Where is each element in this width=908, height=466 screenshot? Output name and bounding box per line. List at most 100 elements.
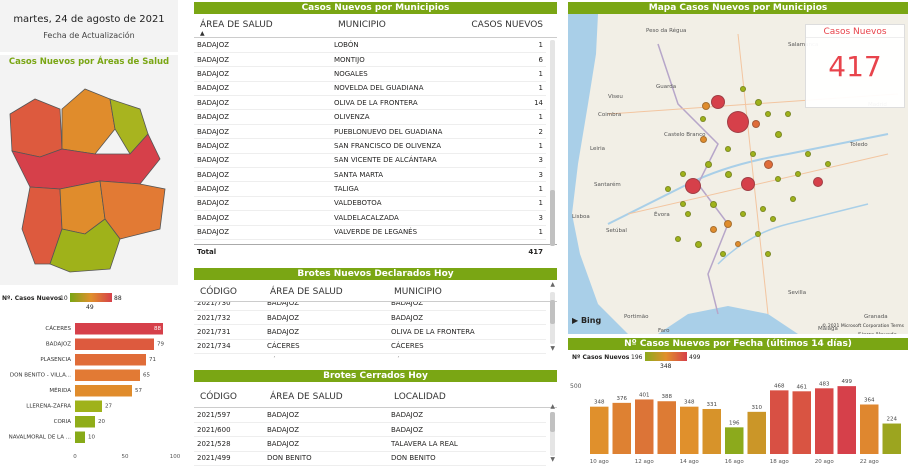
map-case-dot[interactable] <box>665 186 671 192</box>
bing-map[interactable]: Salamanca Viseu Coimbra Castelo Branco Leiri… <box>568 14 908 334</box>
table-row[interactable]: 2021/528 BADAJOZ TALAVERA LA REAL <box>194 436 546 452</box>
map-case-dot[interactable] <box>699 135 707 143</box>
map-case-dot[interactable] <box>795 171 801 177</box>
map-case-dot[interactable] <box>785 111 791 117</box>
scroll-down-icon[interactable]: ▼ <box>550 456 555 463</box>
casos-table-scrollbar[interactable] <box>550 40 555 246</box>
bar[interactable] <box>837 386 857 454</box>
map-case-dot[interactable] <box>727 111 749 133</box>
bar[interactable] <box>702 408 722 454</box>
map-case-dot[interactable] <box>680 171 686 177</box>
map-case-dot[interactable] <box>711 95 725 109</box>
map-copyright[interactable]: © 2021 Microsoft Corporation Terms <box>822 324 904 329</box>
map-case-dot[interactable] <box>765 111 771 117</box>
map-case-dot[interactable] <box>770 216 776 222</box>
bar[interactable] <box>75 323 163 335</box>
areas-choropleth-map[interactable] <box>0 69 178 284</box>
map-case-dot[interactable] <box>813 177 823 187</box>
table-row[interactable]: BADAJOZ VALVERDE DE LEGANÉS 1 <box>194 225 546 240</box>
bar[interactable] <box>860 404 879 454</box>
bar[interactable] <box>747 411 767 454</box>
bar[interactable] <box>725 427 744 454</box>
map-case-dot[interactable] <box>740 86 746 92</box>
bar[interactable] <box>75 354 146 366</box>
bar[interactable] <box>612 402 632 454</box>
col-municipio-header[interactable]: MUNICIPIO <box>338 20 386 30</box>
table-row[interactable]: BADAJOZ SAN VICENTE DE ALCÁNTARA 3 <box>194 153 546 169</box>
map-case-dot[interactable] <box>675 236 681 242</box>
map-case-dot[interactable] <box>774 130 782 138</box>
bar[interactable] <box>75 385 132 397</box>
bar[interactable] <box>75 416 95 428</box>
map-case-dot[interactable] <box>763 159 773 169</box>
col-municipio-header[interactable]: MUNICIPIO <box>394 287 442 297</box>
areas-bar-chart[interactable]: CÁCERES 88 BADAJOZ 79 PLASENCIA 71 DON BENITO … <box>0 318 190 466</box>
table-row[interactable]: 2021/734 CÁCERES CÁCERES <box>194 339 546 355</box>
map-case-dot[interactable] <box>725 146 731 152</box>
map-case-dot[interactable] <box>709 225 717 233</box>
col-area-header[interactable]: ÁREA DE SALUD <box>270 287 343 297</box>
map-case-dot[interactable] <box>750 151 756 157</box>
bar[interactable] <box>792 391 812 454</box>
map-case-dot[interactable] <box>694 240 702 248</box>
map-case-dot[interactable] <box>720 251 726 257</box>
map-case-dot[interactable] <box>702 102 710 110</box>
bar[interactable] <box>770 390 789 454</box>
brotes-cerrados-scrollbar[interactable] <box>550 412 555 456</box>
bar[interactable] <box>635 399 654 454</box>
table-row[interactable]: BADAJOZ OLIVENZA 1 <box>194 109 546 125</box>
table-row[interactable]: BADAJOZ SAN FRANCISCO DE OLIVENZA 1 <box>194 138 546 154</box>
table-row[interactable]: BADAJOZ SANTA MARTA 3 <box>194 167 546 183</box>
table-row[interactable]: BADAJOZ MONTIJO 6 <box>194 52 546 68</box>
bar[interactable] <box>75 369 140 382</box>
map-case-dot[interactable] <box>704 160 712 168</box>
bar[interactable] <box>882 423 902 454</box>
table-row[interactable]: BADAJOZ VALDELACALZADA 3 <box>194 210 546 226</box>
table-row[interactable]: BADAJOZ TALIGA 1 <box>194 181 546 197</box>
table-row[interactable]: BADAJOZ NOVELDA DEL GUADIANA 1 <box>194 81 546 97</box>
table-row[interactable]: 2021/735CÁCERESCÁCERES <box>194 353 546 358</box>
map-case-dot[interactable] <box>680 201 686 207</box>
table-row[interactable]: 2021/499 DON BENITO DON BENITO <box>194 451 546 466</box>
sort-asc-icon[interactable]: ▲ <box>200 30 205 37</box>
bar[interactable] <box>75 338 154 351</box>
map-case-dot[interactable] <box>700 116 706 122</box>
col-area-header[interactable]: ÁREA DE SALUD <box>270 392 343 402</box>
table-row[interactable]: 2021/732 BADAJOZ BADAJOZ <box>194 310 546 326</box>
table-row[interactable]: BADAJOZ NOGALES 1 <box>194 66 546 82</box>
map-case-dot[interactable] <box>765 251 771 257</box>
table-row[interactable]: BADAJOZ OLIVA DE LA FRONTERA 14 <box>194 95 546 111</box>
map-case-dot[interactable] <box>724 170 732 178</box>
map-case-dot[interactable] <box>825 161 831 167</box>
scroll-down-icon[interactable]: ▼ <box>550 345 555 352</box>
map-case-dot[interactable] <box>740 211 746 217</box>
col-area-header[interactable]: ÁREA DE SALUD <box>200 20 273 30</box>
map-case-dot[interactable] <box>755 231 761 237</box>
table-row[interactable]: BADAJOZ LOBÓN 1 <box>194 38 546 53</box>
bar[interactable] <box>590 406 609 454</box>
table-row[interactable]: 2021/730 BADAJOZ BADAJOZ <box>194 302 546 311</box>
table-row[interactable]: 2021/597 BADAJOZ BADAJOZ <box>194 408 546 423</box>
map-case-dot[interactable] <box>735 241 741 247</box>
bar[interactable] <box>815 388 834 454</box>
scroll-up-icon[interactable]: ▲ <box>550 403 555 410</box>
map-case-dot[interactable] <box>760 206 766 212</box>
map-case-dot[interactable] <box>752 120 760 128</box>
table-row[interactable]: 2021/731 BADAJOZ OLIVA DE LA FRONTERA <box>194 324 546 340</box>
bar[interactable] <box>657 401 677 454</box>
table-row[interactable]: 2021/600 BADAJOZ BADAJOZ <box>194 422 546 438</box>
brotes-nuevos-scrollbar[interactable] <box>550 292 555 344</box>
scroll-up-icon[interactable]: ▲ <box>550 281 555 288</box>
col-casos-header[interactable]: CASOS NUEVOS <box>471 20 543 30</box>
bar[interactable] <box>75 431 85 444</box>
bar[interactable] <box>75 400 102 413</box>
fecha-bar-chart[interactable]: 500 348 376 401 388 348 331 196 310 468 461 483 499 3… <box>568 370 908 466</box>
map-case-dot[interactable] <box>754 98 762 106</box>
col-localidad-header[interactable]: LOCALIDAD <box>394 392 446 402</box>
map-case-dot[interactable] <box>790 196 796 202</box>
map-case-dot[interactable] <box>685 178 701 194</box>
map-case-dot[interactable] <box>741 177 755 191</box>
map-case-dot[interactable] <box>685 211 691 217</box>
table-row[interactable]: BADAJOZ PUEBLONUEVO DEL GUADIANA 2 <box>194 124 546 140</box>
col-codigo-header[interactable]: CÓDIGO <box>200 392 238 402</box>
